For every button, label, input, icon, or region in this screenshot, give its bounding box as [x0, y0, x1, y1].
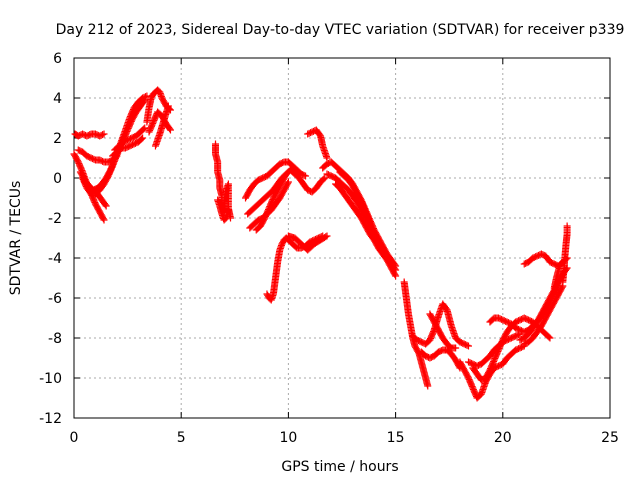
data-point-plus: [100, 130, 108, 138]
data-point-plus: [100, 216, 108, 224]
y-tick-label: 2: [53, 131, 62, 147]
data-point-plus: [323, 232, 331, 240]
data-point-plus: [321, 174, 329, 182]
y-axis-label: SDTVAR / TECUs: [8, 181, 24, 296]
y-tick-label: 4: [53, 91, 62, 107]
y-tick-label: 0: [53, 171, 62, 187]
data-points: [70, 86, 571, 402]
x-tick-label: 25: [601, 430, 619, 446]
data-point-plus: [366, 218, 374, 226]
data-point-plus: [302, 172, 310, 180]
x-axis-label: GPS time / hours: [281, 459, 398, 475]
data-point-plus: [101, 201, 109, 209]
data-point-plus: [143, 92, 151, 100]
data-point-plus: [291, 164, 299, 172]
data-point-plus: [141, 93, 149, 101]
y-tick-label: -10: [39, 371, 62, 387]
y-tick-label: -6: [48, 291, 62, 307]
data-point-plus: [284, 178, 292, 186]
data-point-plus: [560, 257, 568, 265]
data-point-plus: [391, 271, 399, 279]
data-point-plus: [392, 272, 400, 280]
data-point-plus: [464, 342, 472, 350]
grid-lines: [74, 58, 610, 418]
data-point-plus: [365, 217, 373, 225]
x-tick-label: 5: [177, 430, 186, 446]
x-tick-label: 0: [70, 430, 79, 446]
data-point-plus: [164, 102, 172, 110]
y-tick-label: -4: [48, 251, 62, 267]
data-point-plus: [141, 124, 149, 132]
data-point-plus: [452, 344, 460, 352]
data-point-plus: [563, 222, 571, 230]
data-point-plus: [102, 202, 110, 210]
data-point-plus: [545, 333, 553, 341]
x-axis-ticks: 0 5 10 15 20 25: [70, 58, 619, 446]
data-point-plus: [284, 179, 292, 187]
y-tick-label: 6: [53, 51, 62, 67]
data-point-plus: [138, 135, 146, 143]
data-point-plus: [558, 283, 566, 291]
data-point-plus: [322, 233, 330, 241]
x-tick-label: 15: [387, 430, 405, 446]
data-point-plus: [139, 134, 147, 142]
data-point-plus: [166, 126, 174, 134]
x-tick-label: 20: [494, 430, 512, 446]
data-point-plus: [99, 131, 107, 139]
x-tick-label: 10: [279, 430, 297, 446]
data-point-plus: [561, 256, 569, 264]
data-point-plus: [140, 97, 148, 105]
data-point-plus: [99, 215, 107, 223]
chart-title: Day 212 of 2023, Sidereal Day-to-day VTE…: [56, 22, 625, 38]
y-tick-label: -8: [48, 331, 62, 347]
data-point-plus: [323, 154, 331, 162]
data-point-plus: [463, 341, 471, 349]
data-point-plus: [140, 125, 148, 133]
y-tick-label: -12: [39, 411, 62, 427]
y-tick-label: -2: [48, 211, 62, 227]
data-point-plus: [300, 171, 308, 179]
data-point-plus: [546, 334, 554, 342]
data-point-plus: [166, 125, 174, 133]
data-point-plus: [224, 206, 232, 214]
plot-area: [73, 57, 611, 419]
data-point-plus: [424, 382, 432, 390]
data-point-plus: [320, 175, 328, 183]
data-point-plus: [141, 96, 149, 104]
y-axis-ticks: -12 -10 -8 -6 -4 -2 0 2 4 6: [39, 51, 610, 427]
